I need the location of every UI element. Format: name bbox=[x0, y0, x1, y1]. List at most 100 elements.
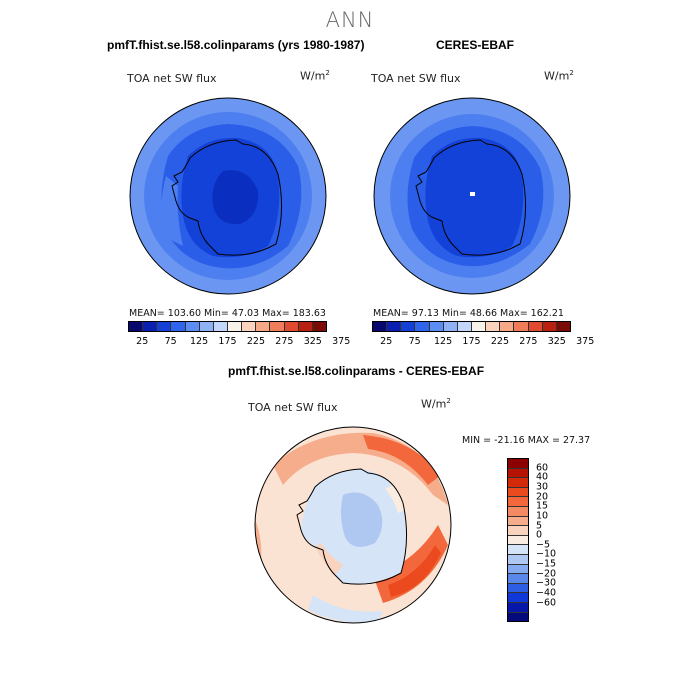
colorbar-tick-label: 375 bbox=[576, 336, 595, 347]
panel2-coastline bbox=[415, 139, 527, 256]
colorbar-swatch bbox=[415, 322, 430, 331]
colorbar-tick-label: 25 bbox=[136, 336, 149, 347]
colorbar-swatch bbox=[486, 322, 501, 331]
colorbar-tick-label: 20 bbox=[536, 491, 549, 503]
colorbar-swatch bbox=[508, 545, 528, 555]
colorbar-swatch bbox=[514, 322, 529, 331]
colorbar-tick-label: 15 bbox=[536, 500, 549, 512]
panel1-stats: MEAN= 103.60 Min= 47.03 Max= 183.63 bbox=[129, 308, 326, 319]
colorbar-swatch bbox=[298, 322, 313, 331]
colorbar-tick-label: −20 bbox=[536, 568, 557, 580]
colorbar-tick-label: 0 bbox=[536, 529, 543, 541]
colorbar-tick-label: −40 bbox=[536, 587, 557, 599]
colorbar-tick-label: 275 bbox=[275, 336, 294, 347]
colorbar-tick-label: 275 bbox=[519, 336, 538, 347]
panel2-stats: MEAN= 97.13 Min= 48.66 Max= 162.21 bbox=[373, 308, 564, 319]
panel3-coastline bbox=[296, 468, 408, 585]
colorbar-swatch bbox=[387, 322, 402, 331]
panel2-polar-map bbox=[373, 97, 571, 295]
colorbar-tick-label: 125 bbox=[433, 336, 453, 347]
colorbar-swatch bbox=[185, 322, 200, 331]
panel1-colorbar bbox=[128, 321, 327, 332]
panel2-units: W/m2 bbox=[544, 69, 574, 83]
colorbar-swatch bbox=[312, 322, 326, 331]
colorbar-swatch bbox=[227, 322, 243, 331]
colorbar-tick-label: 25 bbox=[380, 336, 393, 347]
panel3-polar-map bbox=[254, 426, 452, 624]
colorbar-tick-label: 325 bbox=[547, 336, 566, 347]
colorbar-tick-label: 175 bbox=[462, 336, 481, 347]
colorbar-tick-label: −60 bbox=[536, 597, 557, 609]
panel3-variable: TOA net SW flux bbox=[248, 401, 338, 414]
colorbar-tick-label: 325 bbox=[303, 336, 322, 347]
colorbar-tick-label: 75 bbox=[408, 336, 421, 347]
colorbar-swatch bbox=[471, 322, 487, 331]
colorbar-swatch bbox=[508, 593, 528, 603]
colorbar-swatch bbox=[500, 322, 515, 331]
panel1-variable: TOA net SW flux bbox=[127, 72, 217, 85]
colorbar-swatch bbox=[508, 468, 528, 479]
colorbar-swatch bbox=[401, 322, 416, 331]
colorbar-swatch bbox=[508, 516, 528, 527]
colorbar-tick-label: −10 bbox=[536, 548, 557, 560]
colorbar-tick-label: −30 bbox=[536, 577, 557, 589]
colorbar-swatch bbox=[373, 322, 388, 331]
colorbar-tick-label: −5 bbox=[536, 539, 551, 551]
colorbar-swatch bbox=[508, 478, 528, 488]
panel2-variable: TOA net SW flux bbox=[371, 72, 461, 85]
panel3-title: pmfT.fhist.se.l58.colinparams - CERES-EB… bbox=[228, 364, 485, 378]
panel3-stats: MIN = -21.16 MAX = 27.37 bbox=[462, 435, 591, 446]
colorbar-swatch bbox=[508, 526, 528, 536]
colorbar-swatch bbox=[129, 322, 144, 331]
colorbar-tick-label: 375 bbox=[332, 336, 351, 347]
colorbar-swatch bbox=[508, 497, 528, 507]
panel1-title: pmfT.fhist.se.l58.colinparams (yrs 1980-… bbox=[107, 38, 365, 52]
colorbar-swatch bbox=[443, 322, 458, 331]
colorbar-swatch bbox=[199, 322, 214, 331]
colorbar-swatch bbox=[508, 583, 528, 594]
colorbar-swatch bbox=[143, 322, 158, 331]
colorbar-tick-label: 30 bbox=[536, 481, 549, 493]
panel3-units: W/m2 bbox=[421, 397, 451, 411]
colorbar-tick-label: 40 bbox=[536, 471, 549, 483]
panel1-units: W/m2 bbox=[300, 69, 330, 83]
colorbar-swatch bbox=[508, 506, 528, 517]
colorbar-tick-label: −15 bbox=[536, 558, 557, 570]
figure-title: ANN bbox=[325, 8, 375, 32]
colorbar-swatch bbox=[508, 554, 528, 565]
colorbar-swatch bbox=[429, 322, 444, 331]
colorbar-tick-label: 125 bbox=[189, 336, 209, 347]
colorbar-swatch bbox=[270, 322, 285, 331]
colorbar-swatch bbox=[508, 602, 528, 613]
panel3-colorbar-ticks: 60 40 30 20 15 10 5 0 −5 −10 −15 −20 −30 −40 −60 bbox=[536, 458, 576, 622]
colorbar-swatch bbox=[528, 322, 543, 331]
colorbar-swatch bbox=[508, 535, 528, 546]
panel2-colorbar bbox=[372, 321, 571, 332]
colorbar-tick-label: 175 bbox=[218, 336, 237, 347]
panel3-colorbar bbox=[507, 458, 529, 622]
colorbar-tick-label: 225 bbox=[246, 336, 265, 347]
panel1-coastline bbox=[171, 139, 283, 256]
colorbar-swatch bbox=[508, 612, 528, 622]
colorbar-swatch bbox=[157, 322, 172, 331]
colorbar-swatch bbox=[213, 322, 228, 331]
colorbar-swatch bbox=[508, 487, 528, 498]
panel1-polar-map bbox=[129, 97, 327, 295]
colorbar-swatch bbox=[508, 564, 528, 575]
colorbar-swatch bbox=[508, 574, 528, 584]
panel2-title: CERES-EBAF bbox=[436, 38, 515, 52]
colorbar-swatch bbox=[256, 322, 271, 331]
panel2-colorbar-ticks: 25 75 125 175 225 275 325 375 bbox=[372, 336, 594, 348]
colorbar-tick-label: 225 bbox=[490, 336, 509, 347]
colorbar-tick-label: 10 bbox=[536, 510, 549, 522]
colorbar-tick-label: 5 bbox=[536, 520, 543, 532]
colorbar-swatch bbox=[457, 322, 472, 331]
colorbar-tick-label: 60 bbox=[536, 462, 549, 474]
colorbar-swatch bbox=[171, 322, 186, 331]
colorbar-swatch bbox=[556, 322, 570, 331]
colorbar-tick-label: 75 bbox=[164, 336, 177, 347]
colorbar-swatch bbox=[284, 322, 299, 331]
colorbar-swatch bbox=[542, 322, 557, 331]
panel1-colorbar-ticks: 25 75 125 175 225 275 325 375 bbox=[128, 336, 350, 348]
colorbar-swatch bbox=[508, 459, 528, 469]
